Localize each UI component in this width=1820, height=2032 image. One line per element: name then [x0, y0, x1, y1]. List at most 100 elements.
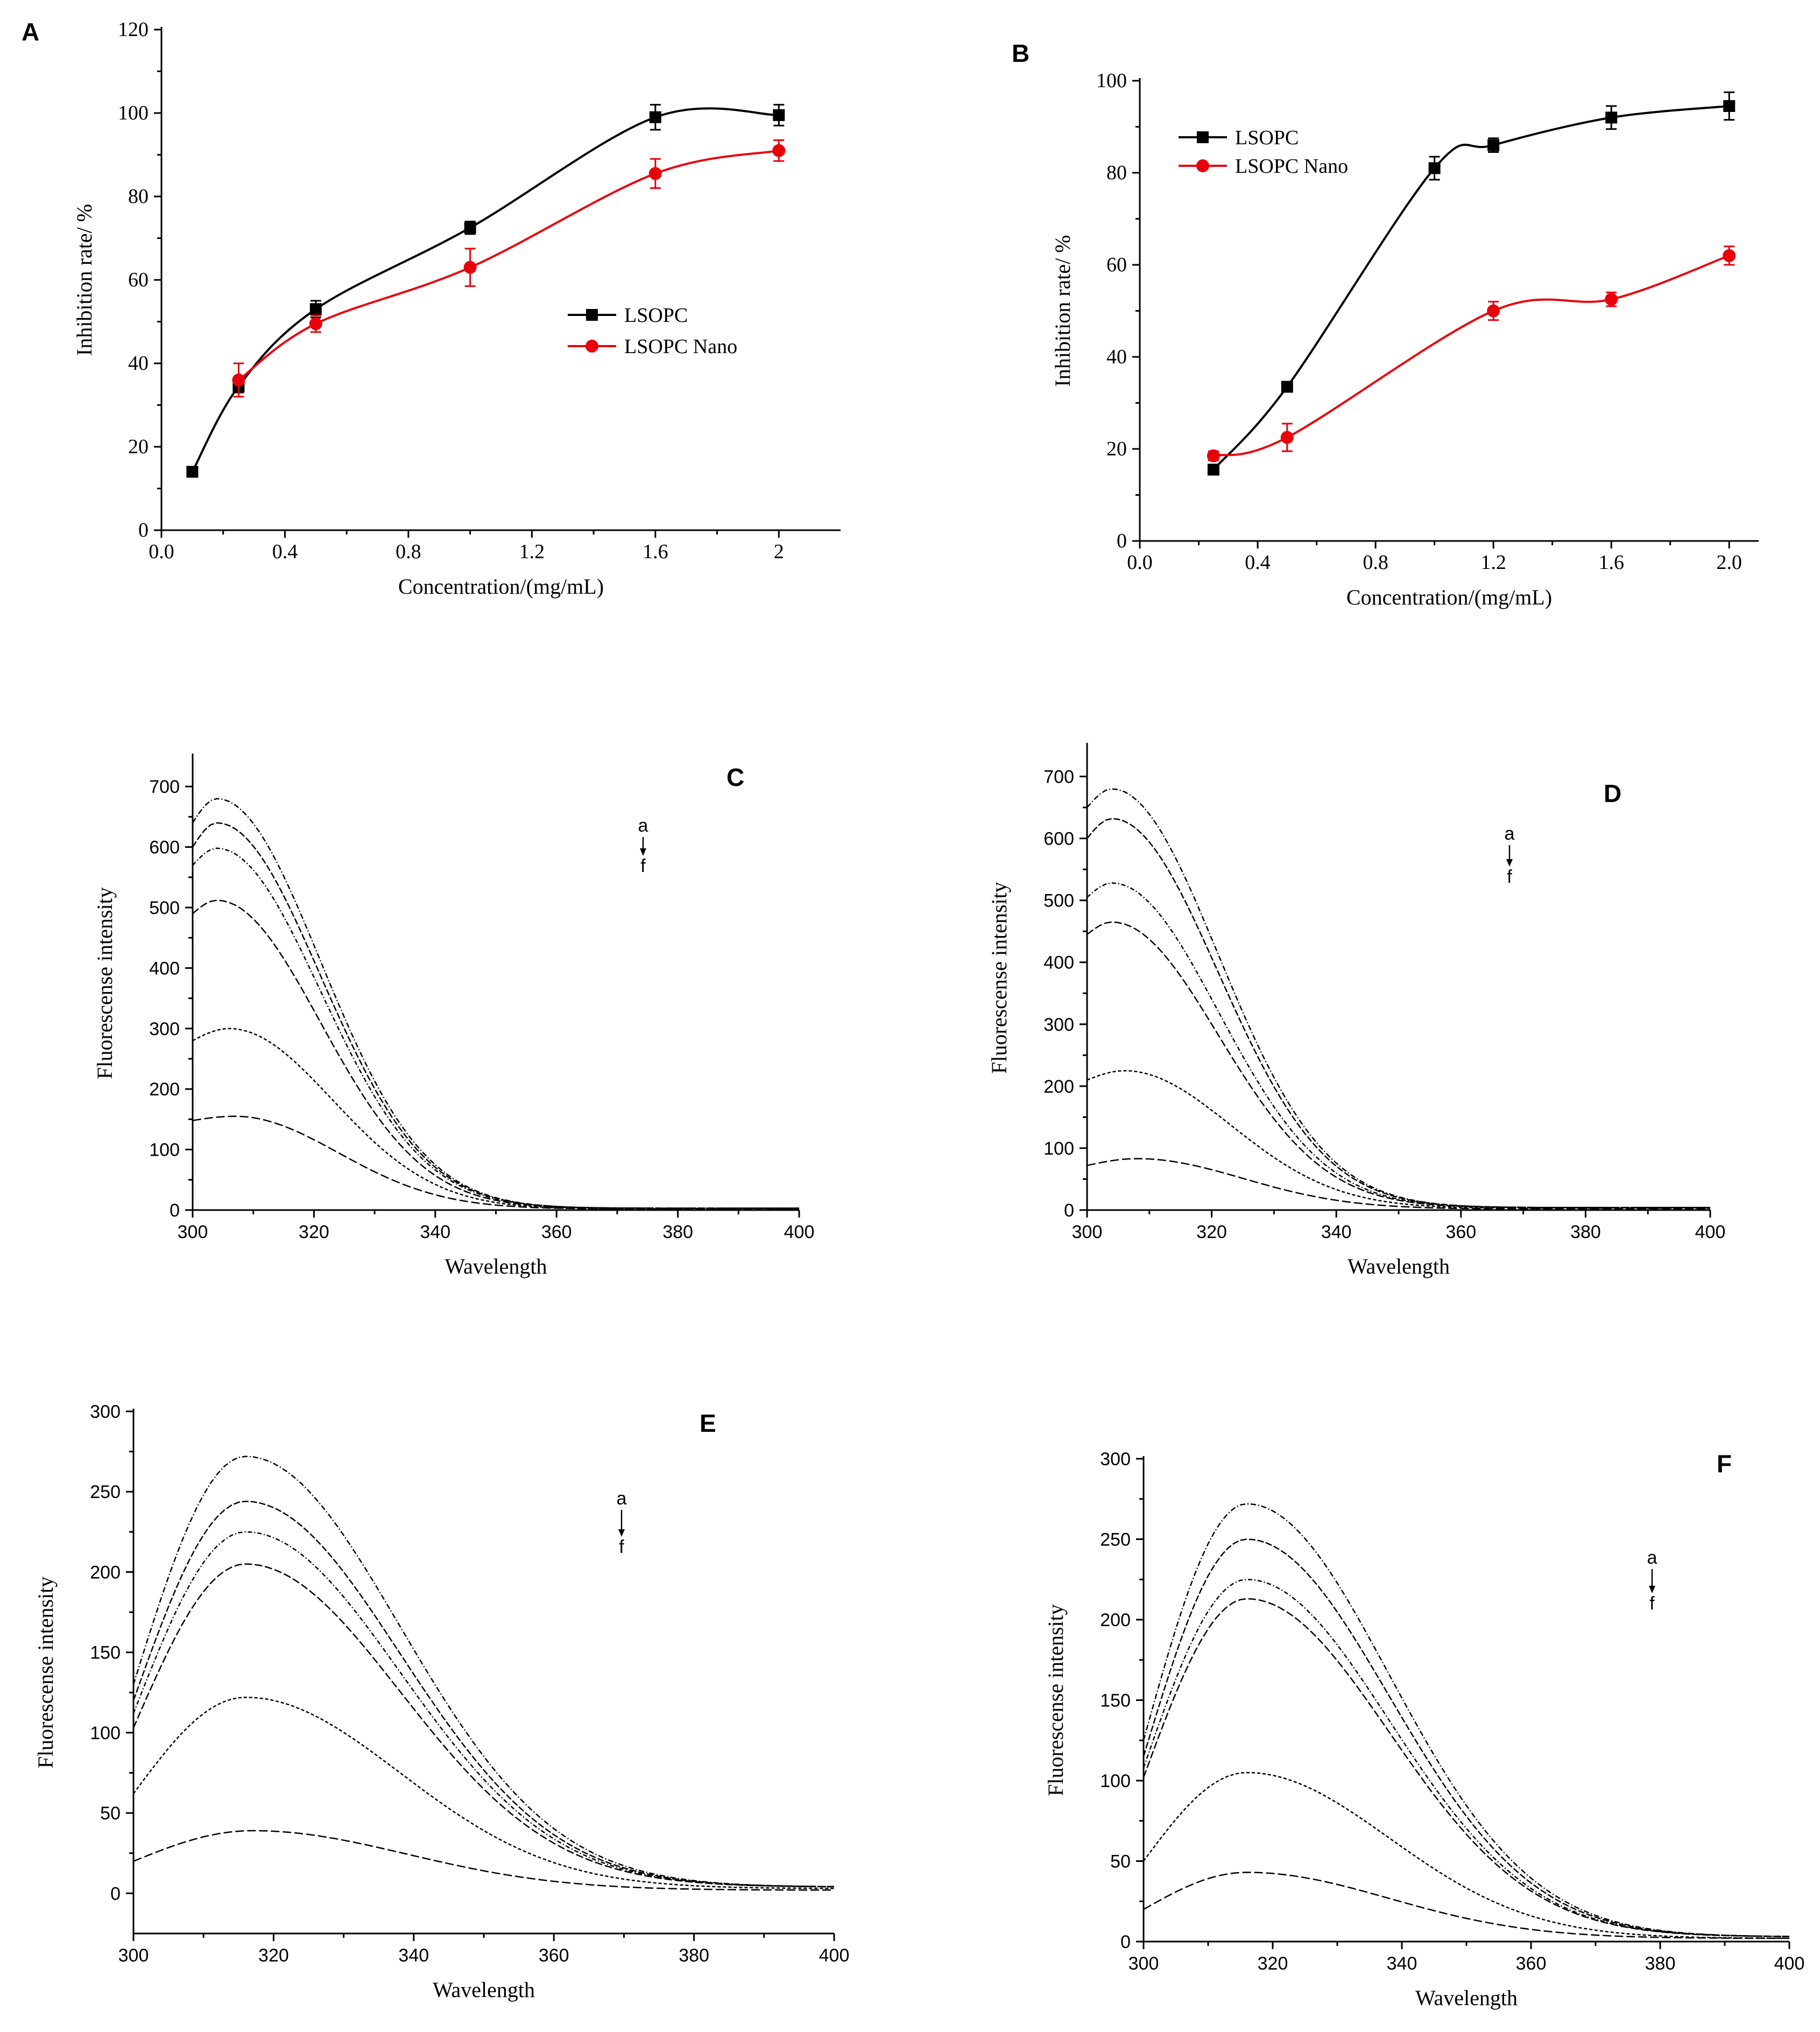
panel-label: A — [22, 18, 39, 46]
data-point-circle — [309, 317, 322, 331]
x-tick-label: 300 — [1072, 1222, 1103, 1242]
y-tick-label: 200 — [149, 1079, 180, 1100]
arrow-label-bottom: f — [619, 1537, 624, 1557]
x-tick-label: 2.0 — [1716, 551, 1742, 574]
y-axis-title: Fluorescense intensity — [1043, 1604, 1068, 1796]
x-tick-label: 380 — [662, 1222, 693, 1242]
x-tick-label: 300 — [1128, 1953, 1159, 1974]
data-point-square — [1207, 463, 1219, 476]
arrow-label-bottom: f — [1507, 867, 1512, 887]
y-tick-label: 60 — [1106, 254, 1127, 276]
data-point-circle — [1605, 293, 1618, 306]
x-tick-label: 300 — [118, 1945, 149, 1966]
y-tick-label: 200 — [1100, 1610, 1131, 1630]
panel-label: C — [726, 763, 744, 791]
spectrum-curve-4 — [1142, 1771, 1789, 1939]
y-tick-label: 20 — [128, 435, 149, 458]
x-tick-label: 0.8 — [1363, 551, 1388, 574]
y-tick-label: 150 — [1100, 1691, 1131, 1711]
arrow-label-top: a — [1505, 824, 1515, 844]
data-point-circle — [1207, 449, 1220, 462]
panel-b-inhibition-chart: B 0 20 40 60 80 100 0.0 0.4 0.8 1.2 1.6 2.0 Concentra… — [1012, 39, 1759, 609]
y-tick-label: 60 — [128, 269, 149, 291]
x-tick-label: 340 — [1387, 1953, 1417, 1974]
x-tick-label: 1.6 — [643, 540, 668, 563]
legend-circle-marker — [1196, 159, 1209, 172]
x-tick-label: 300 — [178, 1222, 208, 1242]
x-tick-label: 380 — [1645, 1953, 1676, 1974]
x-axis-title: Wavelength — [433, 1978, 535, 2002]
x-tick-label: 340 — [398, 1945, 429, 1966]
spectrum-curve-4 — [132, 1697, 835, 1889]
y-tick-label: 250 — [1100, 1530, 1131, 1550]
y-tick-label: 600 — [1043, 829, 1074, 849]
x-tick-label: 0.0 — [149, 540, 174, 563]
y-tick-label: 500 — [149, 898, 180, 918]
panel-e-fluorescence-chart: E 0 50 100 150 200 250 300 300 320 340 360 380 400 Wav… — [33, 1402, 849, 2002]
data-point-circle — [772, 144, 786, 157]
y-tick-label: 80 — [128, 185, 149, 208]
y-tick-label: 100 — [1100, 1771, 1131, 1791]
x-tick-label: 360 — [539, 1945, 569, 1966]
x-axis-title: Wavelength — [1348, 1254, 1450, 1278]
y-tick-label: 0 — [138, 519, 149, 542]
panel-label: E — [700, 1409, 716, 1437]
y-tick-label: 50 — [100, 1803, 121, 1824]
spectrum-curve-5 — [133, 1830, 834, 1891]
arrow-label-top: a — [1647, 1548, 1657, 1568]
data-point-square — [1487, 139, 1500, 151]
arrow-head-icon — [1649, 1586, 1655, 1593]
y-tick-label: 300 — [1100, 1449, 1131, 1469]
y-tick-label: 300 — [149, 1019, 180, 1039]
arrow-head-icon — [1506, 859, 1513, 867]
y-axis-title: Fluorescense intensity — [33, 1577, 58, 1769]
y-tick-label: 400 — [149, 958, 180, 979]
arrow-label-top: a — [638, 815, 648, 836]
x-tick-label: 320 — [299, 1222, 329, 1242]
x-tick-label: 1.6 — [1598, 551, 1624, 574]
spectrum-curve-3 — [132, 1563, 834, 1888]
x-tick-label: 320 — [1258, 1953, 1288, 1974]
legend-label: LSOPC — [624, 304, 688, 327]
x-axis-title: Concentration/(mg/mL) — [1346, 585, 1552, 609]
panel-a-inhibition-chart: A 0 20 40 60 80 100 120 0.0 0.4 0.8 1.2 1.6 2 Concentr… — [22, 18, 841, 599]
x-tick-label: 1.2 — [519, 540, 545, 563]
x-tick-label: 320 — [1196, 1222, 1227, 1242]
arrow-head-icon — [618, 1529, 625, 1537]
y-tick-label: 40 — [1106, 346, 1127, 368]
x-axis-title: Wavelength — [1415, 1986, 1518, 2010]
data-point-square — [1605, 111, 1618, 124]
y-tick-label: 0 — [170, 1200, 180, 1221]
data-point-square — [464, 222, 476, 234]
arrow-label-bottom: f — [640, 856, 646, 876]
arrow-label-bottom: f — [1649, 1593, 1655, 1614]
y-tick-label: 100 — [1043, 1138, 1074, 1159]
x-tick-label: 340 — [1321, 1222, 1352, 1242]
panel-label: B — [1012, 39, 1029, 67]
data-point-circle — [648, 167, 662, 180]
y-tick-label: 0 — [110, 1883, 121, 1904]
data-point-square — [1723, 100, 1736, 113]
panel-f-fluorescence-chart: F 0 50 100 150 200 250 300 300 320 340 360 380 400 Wav… — [1043, 1449, 1804, 2010]
spectrum-curve-3 — [1142, 1598, 1790, 1937]
arrow-label-top: a — [617, 1488, 627, 1509]
y-tick-label: 200 — [90, 1562, 121, 1583]
legend-label: LSOPC — [1235, 126, 1299, 149]
y-tick-label: 300 — [1043, 1015, 1074, 1035]
y-axis-title: Inhibition rate/ % — [72, 204, 96, 356]
x-tick-label: 340 — [420, 1222, 450, 1242]
legend-square-marker — [1197, 131, 1209, 143]
x-tick-label: 400 — [1774, 1953, 1805, 1974]
y-axis-title: Inhibition rate/ % — [1050, 235, 1075, 386]
x-tick-label: 400 — [1695, 1222, 1726, 1242]
x-tick-label: 1.2 — [1480, 551, 1506, 574]
spectrum-curve-2 — [1142, 1579, 1790, 1937]
y-tick-label: 150 — [90, 1643, 121, 1663]
y-tick-label: 0 — [1120, 1932, 1131, 1952]
data-point-circle — [232, 374, 245, 386]
x-tick-label: 380 — [679, 1945, 709, 1966]
x-tick-label: 320 — [258, 1945, 289, 1966]
y-tick-label: 100 — [149, 1140, 180, 1161]
y-tick-label: 40 — [128, 352, 149, 375]
